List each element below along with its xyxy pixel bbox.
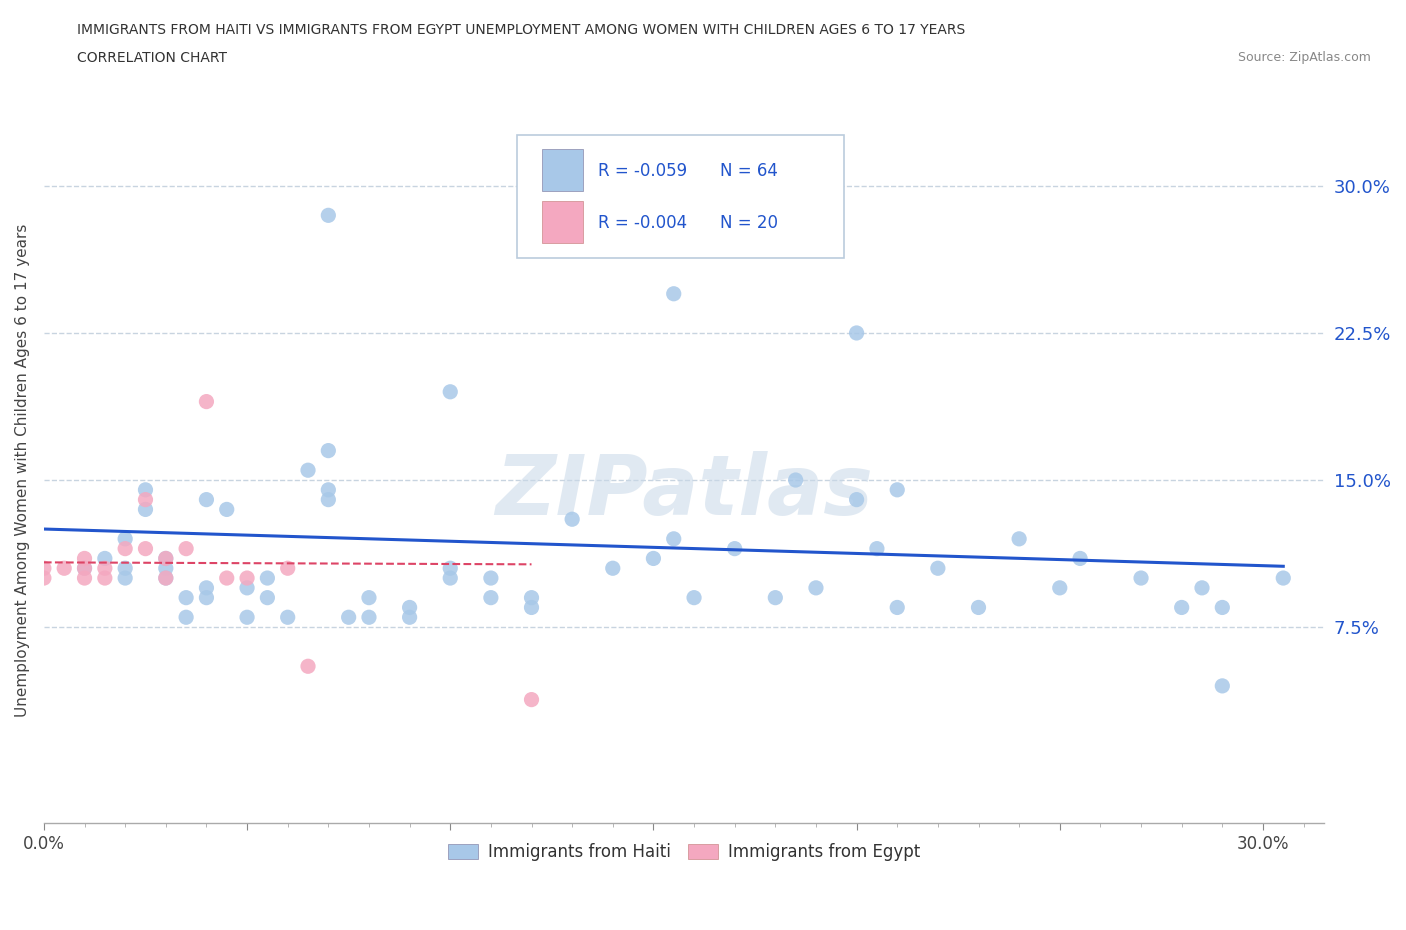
Point (32, 571, 55, 586)
Point (297, 658, 319, 673)
Point (134, 483, 156, 498)
Point (114, 571, 136, 586)
Text: R = -0.059: R = -0.059 (598, 162, 688, 180)
Point (53, 561, 76, 576)
Point (1069, 551, 1091, 565)
Point (114, 541, 136, 556)
Point (155, 571, 177, 586)
Point (94, 551, 117, 565)
Point (357, 610, 380, 625)
Point (195, 580, 218, 595)
Point (662, 286, 685, 301)
Point (215, 571, 238, 586)
Point (195, 492, 218, 507)
Point (845, 492, 868, 507)
Point (236, 571, 259, 586)
Point (277, 610, 299, 625)
Point (886, 600, 908, 615)
Point (73, 571, 96, 586)
Point (439, 571, 461, 586)
Point (134, 492, 156, 507)
Point (174, 541, 197, 556)
Point (520, 692, 543, 707)
Point (236, 580, 259, 595)
Text: N = 64: N = 64 (720, 162, 778, 180)
Text: ZIPatlas: ZIPatlas (495, 451, 873, 532)
Point (643, 551, 665, 565)
Point (1049, 580, 1071, 595)
Point (1008, 531, 1031, 546)
Point (602, 561, 624, 576)
Point (886, 483, 908, 498)
Point (155, 561, 177, 576)
Point (479, 571, 502, 586)
Point (256, 591, 278, 605)
Point (763, 591, 786, 605)
Point (277, 561, 299, 576)
Point (866, 541, 889, 556)
Point (318, 492, 340, 507)
Text: IMMIGRANTS FROM HAITI VS IMMIGRANTS FROM EGYPT UNEMPLOYMENT AMONG WOMEN WITH CHI: IMMIGRANTS FROM HAITI VS IMMIGRANTS FROM… (77, 23, 966, 37)
Point (114, 531, 136, 546)
Point (318, 483, 340, 498)
Point (561, 512, 583, 526)
Bar (541, 201, 582, 244)
Point (155, 551, 177, 565)
Point (683, 591, 706, 605)
Point (73, 561, 96, 576)
Point (215, 502, 238, 517)
Point (155, 571, 177, 586)
Point (1191, 580, 1213, 595)
Text: CORRELATION CHART: CORRELATION CHART (77, 51, 228, 65)
Point (256, 571, 278, 586)
Point (662, 531, 685, 546)
Point (357, 591, 380, 605)
Point (724, 541, 747, 556)
Point (337, 610, 360, 625)
Point (1211, 679, 1233, 694)
Point (520, 600, 543, 615)
Point (195, 591, 218, 605)
Point (134, 541, 156, 556)
Point (174, 591, 197, 605)
Point (398, 600, 420, 615)
Point (1211, 600, 1233, 615)
Point (94, 561, 117, 576)
Bar (541, 149, 582, 191)
Point (174, 610, 197, 625)
Point (318, 444, 340, 458)
Point (1272, 571, 1295, 586)
Point (1130, 571, 1153, 586)
Text: Source: ZipAtlas.com: Source: ZipAtlas.com (1237, 51, 1371, 64)
Legend: Immigrants from Haiti, Immigrants from Egypt: Immigrants from Haiti, Immigrants from E… (441, 836, 927, 868)
Point (195, 394, 218, 409)
Point (32, 561, 55, 576)
Point (318, 208, 340, 223)
Point (134, 502, 156, 517)
Point (927, 561, 949, 576)
Point (845, 326, 868, 340)
Y-axis label: Unemployment Among Women with Children Ages 6 to 17 years: Unemployment Among Women with Children A… (15, 223, 30, 717)
Point (1170, 600, 1192, 615)
Point (804, 580, 827, 595)
Point (967, 600, 990, 615)
Point (236, 610, 259, 625)
Point (114, 561, 136, 576)
Point (297, 463, 319, 478)
Text: N = 20: N = 20 (720, 215, 778, 232)
Point (785, 472, 807, 487)
Point (479, 591, 502, 605)
Point (439, 384, 461, 399)
FancyBboxPatch shape (517, 135, 844, 259)
Point (439, 561, 461, 576)
Point (73, 561, 96, 576)
Point (73, 551, 96, 565)
Point (94, 571, 117, 586)
Point (520, 591, 543, 605)
Point (398, 610, 420, 625)
Point (155, 551, 177, 565)
Text: R = -0.004: R = -0.004 (598, 215, 688, 232)
